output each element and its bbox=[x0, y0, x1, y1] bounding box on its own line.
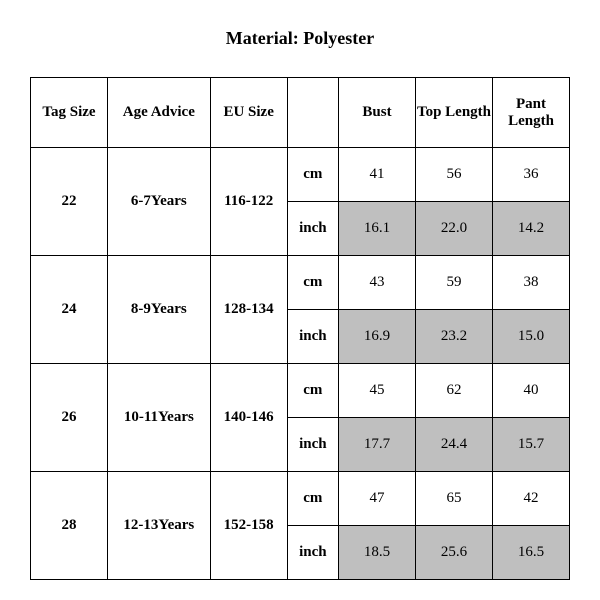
cell-bust: 45 bbox=[338, 364, 415, 418]
cell-top: 56 bbox=[415, 148, 492, 202]
cell-age: 8-9Years bbox=[108, 256, 211, 364]
cell-eu: 152-158 bbox=[210, 472, 287, 580]
cell-unit-inch: inch bbox=[287, 202, 338, 256]
col-eu: EU Size bbox=[210, 78, 287, 148]
cell-unit-cm: cm bbox=[287, 256, 338, 310]
cell-pant: 14.2 bbox=[492, 202, 569, 256]
cell-pant: 15.0 bbox=[492, 310, 569, 364]
page: Material: Polyester Tag Size Age Advice … bbox=[0, 0, 600, 600]
cell-bust: 16.9 bbox=[338, 310, 415, 364]
table-row: 26 10-11Years 140-146 cm 45 62 40 bbox=[31, 364, 570, 418]
size-table: Tag Size Age Advice EU Size Bust Top Len… bbox=[30, 77, 570, 580]
cell-eu: 116-122 bbox=[210, 148, 287, 256]
col-top: Top Length bbox=[415, 78, 492, 148]
cell-top: 62 bbox=[415, 364, 492, 418]
cell-bust: 47 bbox=[338, 472, 415, 526]
table-row: 24 8-9Years 128-134 cm 43 59 38 bbox=[31, 256, 570, 310]
cell-pant: 36 bbox=[492, 148, 569, 202]
cell-eu: 128-134 bbox=[210, 256, 287, 364]
cell-unit-inch: inch bbox=[287, 418, 338, 472]
cell-pant: 16.5 bbox=[492, 526, 569, 580]
cell-top: 24.4 bbox=[415, 418, 492, 472]
cell-age: 12-13Years bbox=[108, 472, 211, 580]
cell-unit-cm: cm bbox=[287, 472, 338, 526]
cell-tag: 22 bbox=[31, 148, 108, 256]
cell-bust: 18.5 bbox=[338, 526, 415, 580]
cell-eu: 140-146 bbox=[210, 364, 287, 472]
table-row: 22 6-7Years 116-122 cm 41 56 36 bbox=[31, 148, 570, 202]
page-title: Material: Polyester bbox=[20, 28, 580, 49]
cell-pant: 38 bbox=[492, 256, 569, 310]
cell-unit-cm: cm bbox=[287, 364, 338, 418]
cell-top: 59 bbox=[415, 256, 492, 310]
cell-top: 25.6 bbox=[415, 526, 492, 580]
cell-tag: 24 bbox=[31, 256, 108, 364]
col-bust: Bust bbox=[338, 78, 415, 148]
cell-top: 22.0 bbox=[415, 202, 492, 256]
cell-pant: 42 bbox=[492, 472, 569, 526]
cell-unit-inch: inch bbox=[287, 526, 338, 580]
cell-bust: 43 bbox=[338, 256, 415, 310]
cell-unit-inch: inch bbox=[287, 310, 338, 364]
cell-unit-cm: cm bbox=[287, 148, 338, 202]
cell-bust: 41 bbox=[338, 148, 415, 202]
header-row: Tag Size Age Advice EU Size Bust Top Len… bbox=[31, 78, 570, 148]
cell-top: 23.2 bbox=[415, 310, 492, 364]
col-tag: Tag Size bbox=[31, 78, 108, 148]
cell-bust: 16.1 bbox=[338, 202, 415, 256]
cell-pant: 40 bbox=[492, 364, 569, 418]
cell-pant: 15.7 bbox=[492, 418, 569, 472]
cell-tag: 26 bbox=[31, 364, 108, 472]
cell-top: 65 bbox=[415, 472, 492, 526]
col-pant: Pant Length bbox=[492, 78, 569, 148]
col-unit bbox=[287, 78, 338, 148]
col-age: Age Advice bbox=[108, 78, 211, 148]
cell-age: 6-7Years bbox=[108, 148, 211, 256]
cell-tag: 28 bbox=[31, 472, 108, 580]
cell-bust: 17.7 bbox=[338, 418, 415, 472]
cell-age: 10-11Years bbox=[108, 364, 211, 472]
table-body: 22 6-7Years 116-122 cm 41 56 36 inch 16.… bbox=[31, 148, 570, 580]
table-row: 28 12-13Years 152-158 cm 47 65 42 bbox=[31, 472, 570, 526]
